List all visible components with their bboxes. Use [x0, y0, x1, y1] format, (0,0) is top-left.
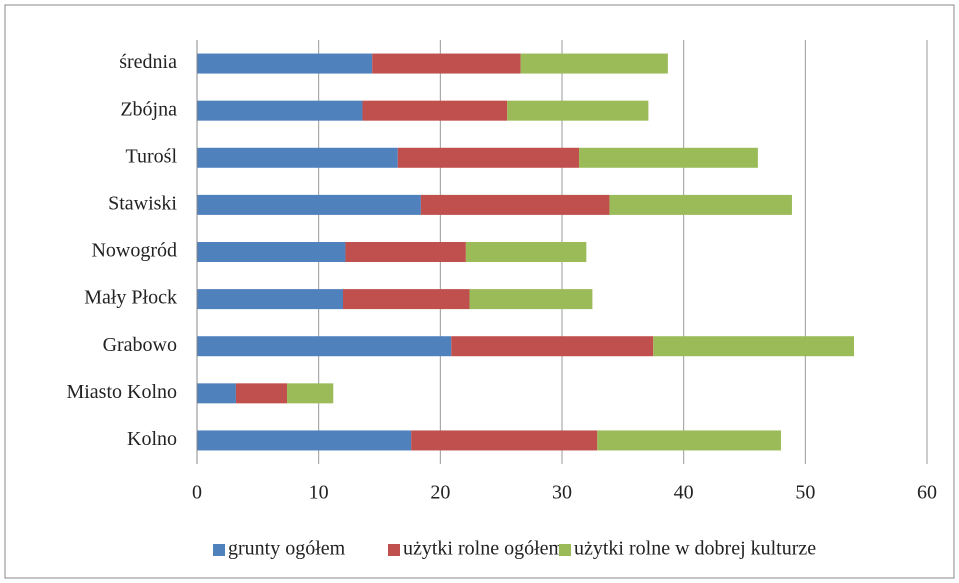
x-tick-label: 30 [552, 482, 572, 504]
y-tick-label: Miasto Kolno [66, 381, 177, 403]
bar-segment [465, 242, 587, 262]
bar-segment [411, 430, 598, 451]
y-tick-label: Stawiski [108, 192, 177, 214]
y-tick-label: Kolno [127, 428, 177, 450]
bar-segment [197, 289, 343, 310]
y-tick-label: Turośl [125, 145, 177, 167]
legend-swatch [213, 544, 225, 556]
bar-segment [235, 383, 288, 404]
x-tick-label: 10 [309, 482, 329, 504]
y-tick-label: Zbójna [120, 98, 177, 120]
bar-segment [653, 336, 854, 357]
bar-segment [197, 194, 421, 215]
bar-segment [197, 242, 346, 262]
legend-swatch [559, 544, 571, 556]
bar-segment [343, 289, 470, 310]
bar-segment [597, 430, 781, 451]
legend-label: użytki rolne w dobrej kulturze [574, 538, 816, 560]
x-tick-label: 50 [795, 482, 815, 504]
bar-segment [345, 242, 466, 262]
legend-label: grunty ogółem [228, 538, 346, 560]
bar-segment [197, 430, 412, 451]
bar-segment [287, 383, 334, 404]
bar-segment [469, 289, 593, 310]
bar-segment [197, 147, 398, 168]
x-tick-label: 20 [430, 482, 450, 504]
bar-segment [609, 194, 792, 215]
x-tick-label: 60 [917, 482, 937, 504]
bar-segment [197, 383, 236, 404]
bar-segment [372, 53, 521, 74]
legend-label: użytki rolne ogółem [403, 538, 565, 560]
bar-segment [362, 100, 508, 121]
bar-segment [507, 100, 649, 121]
bar-segment [397, 147, 580, 168]
bar-segment [579, 147, 758, 168]
x-tick-label: 0 [192, 482, 202, 504]
y-tick-label: Nowogród [91, 240, 177, 262]
legend-swatch [388, 544, 400, 556]
y-tick-label: Grabowo [103, 334, 177, 356]
x-tick-label: 40 [674, 482, 694, 504]
y-tick-label: Mały Płock [84, 287, 177, 309]
bar-segment [420, 194, 610, 215]
bar-segment [197, 53, 373, 74]
y-tick-label: średnia [119, 51, 177, 73]
bar-segment [520, 53, 668, 74]
bar-segment [451, 336, 654, 357]
bar-segment [197, 336, 452, 357]
bar-segment [197, 100, 363, 121]
